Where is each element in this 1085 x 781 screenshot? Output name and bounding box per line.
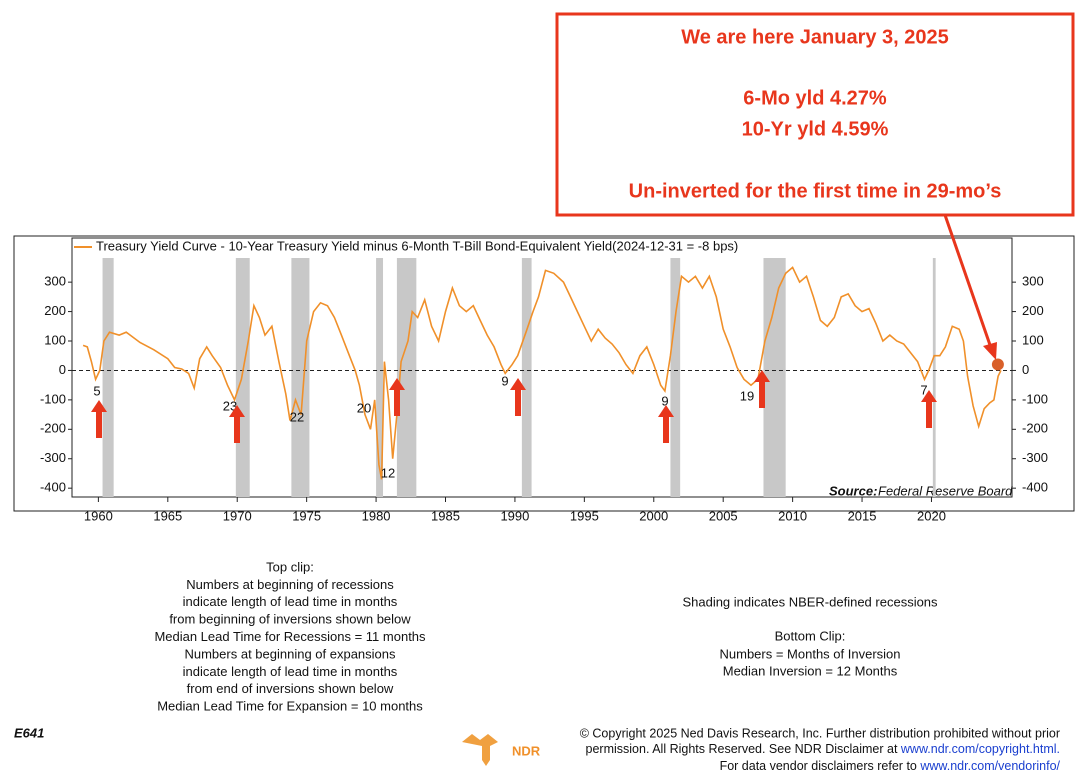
lead-label: 19 — [740, 388, 754, 403]
x-tick-label: 2015 — [848, 508, 877, 523]
plot-frame — [71, 237, 1013, 498]
lead-label: 5 — [93, 383, 100, 398]
arrow — [658, 405, 674, 443]
y2-tick-label: -400 — [1022, 480, 1048, 495]
series-line — [82, 266, 1002, 480]
lead-label: 9 — [661, 393, 668, 408]
y-tick-label: 100 — [44, 332, 66, 347]
x-tick-label: 1980 — [362, 508, 391, 523]
legend-label: Treasury Yield Curve - 10-Year Treasury … — [96, 238, 738, 253]
chart-frame — [13, 235, 1075, 512]
x-tick-label: 1965 — [153, 508, 182, 523]
arrow — [91, 400, 107, 438]
recession-band — [376, 258, 384, 497]
y2-tick-label: -300 — [1022, 450, 1048, 465]
arrow — [389, 378, 405, 416]
y2-tick-label: 100 — [1022, 332, 1044, 347]
note: from beginning of inversions shown below — [169, 612, 411, 627]
note: Top clip: — [266, 559, 314, 574]
lead-label: 22 — [290, 409, 304, 424]
y-tick-label: -200 — [40, 421, 66, 436]
y-tick-label: -100 — [40, 391, 66, 406]
lead-label: 12 — [381, 465, 395, 480]
copyright: permission. All Rights Reserved. See NDR… — [586, 742, 901, 756]
recession-band — [521, 258, 532, 497]
source-label: Source: — [829, 483, 877, 498]
copyright: For data vendor disclaimers refer to www… — [720, 759, 1061, 773]
copyright: © Copyright 2025 Ned Davis Research, Inc… — [580, 726, 1060, 740]
x-tick-label: 2000 — [639, 508, 668, 523]
note: Numbers at beginning of expansions — [184, 646, 396, 661]
callout-arrow — [943, 214, 992, 346]
x-tick-label: 1995 — [570, 508, 599, 523]
note: Median Lead Time for Expansion = 10 mont… — [157, 699, 423, 714]
y2-tick-label: 200 — [1022, 303, 1044, 318]
note: Bottom Clip: — [775, 628, 846, 643]
lead-label: 20 — [357, 400, 371, 415]
callout-text: Un-inverted for the first time in 29-mo’… — [629, 180, 1002, 202]
x-tick-label: 2010 — [778, 508, 807, 523]
lead-label: 7 — [920, 382, 927, 397]
x-tick-label: 1960 — [84, 508, 113, 523]
arrow — [229, 405, 245, 443]
recession-band — [763, 258, 786, 497]
arrow — [754, 370, 770, 408]
y2-tick-label: -100 — [1022, 391, 1048, 406]
y2-tick-label: 0 — [1022, 362, 1029, 377]
current-point — [991, 358, 1004, 371]
callout-text: 6-Mo yld 4.27% — [743, 87, 887, 109]
x-tick-label: 2020 — [917, 508, 946, 523]
y-tick-label: 300 — [44, 274, 66, 289]
arrow — [510, 378, 526, 416]
lead-label: 23 — [223, 398, 237, 413]
x-tick-label: 1970 — [223, 508, 252, 523]
y-tick-label: -400 — [40, 480, 66, 495]
note: Median Inversion = 12 Months — [723, 663, 898, 678]
callout-box — [555, 12, 1075, 217]
recession-band — [291, 258, 310, 497]
y2-tick-label: -200 — [1022, 421, 1048, 436]
note: Numbers = Months of Inversion — [720, 646, 901, 661]
x-tick-label: 1985 — [431, 508, 460, 523]
arrow — [921, 390, 937, 428]
recession-band — [235, 258, 250, 497]
copyright: For data vendor disclaimers refer to — [720, 759, 921, 773]
y-tick-label: -300 — [40, 450, 66, 465]
logo-icon — [462, 734, 498, 766]
recession-band — [102, 258, 114, 497]
note: Shading indicates NBER-defined recession… — [682, 594, 938, 609]
copyright: permission. All Rights Reserved. See NDR… — [586, 742, 1060, 756]
logo-text: NDR — [512, 743, 541, 758]
x-tick-label: 1990 — [500, 508, 529, 523]
link[interactable]: www.ndr.com/copyright.html. — [900, 742, 1060, 756]
note: Median Lead Time for Recessions = 11 mon… — [154, 629, 426, 644]
note: indicate length of lead time in months — [183, 664, 398, 679]
logo — [462, 734, 498, 766]
y-tick-label: 0 — [59, 362, 66, 377]
callout-text: We are here January 3, 2025 — [681, 26, 949, 48]
x-tick-label: 1975 — [292, 508, 321, 523]
x-tick-label: 2005 — [709, 508, 738, 523]
note: Numbers at beginning of recessions — [186, 577, 394, 592]
callout-arrowhead — [983, 342, 997, 360]
source: Federal Reserve Board — [878, 483, 1013, 498]
note: from end of inversions shown below — [187, 681, 394, 696]
y-tick-label: 200 — [44, 303, 66, 318]
y2-tick-label: 300 — [1022, 274, 1044, 289]
recession-band — [932, 258, 936, 497]
recession-band — [670, 258, 681, 497]
lead-label: 9 — [501, 373, 508, 388]
chart-code: E641 — [14, 725, 44, 740]
callout-text: 10-Yr yld 4.59% — [742, 118, 889, 140]
link[interactable]: www.ndr.com/vendorinfo/ — [919, 759, 1060, 773]
note: indicate length of lead time in months — [183, 594, 398, 609]
